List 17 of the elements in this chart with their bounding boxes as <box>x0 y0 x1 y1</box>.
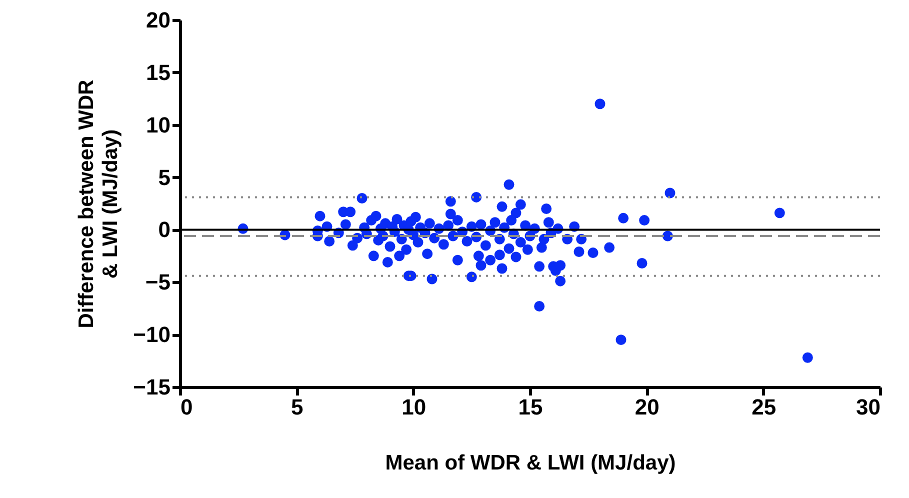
y-tick-label: −5 <box>145 270 170 295</box>
y-tick-label: 15 <box>146 60 170 85</box>
x-tick-label: 15 <box>518 394 543 420</box>
x-tick-label: 5 <box>291 394 304 420</box>
y-tick-label: 0 <box>158 217 170 242</box>
y-axis-title: Difference between WDR & LWI (MJ/day) <box>75 80 122 328</box>
y-tick-label: −10 <box>133 322 170 348</box>
y-tick-label: −15 <box>133 374 170 400</box>
x-tick-label: 10 <box>402 394 426 420</box>
x-tick-label: 25 <box>752 394 776 420</box>
x-tick-label: 30 <box>856 394 880 420</box>
x-tick-label: 0 <box>180 394 193 420</box>
y-tick-label: 20 <box>146 8 170 32</box>
x-tick-label: 20 <box>634 394 660 420</box>
y-tick-label: 5 <box>158 164 170 190</box>
x-axis-title: Mean of WDR & LWI (MJ/day) <box>385 452 676 474</box>
y-tick-label: 10 <box>146 112 170 138</box>
